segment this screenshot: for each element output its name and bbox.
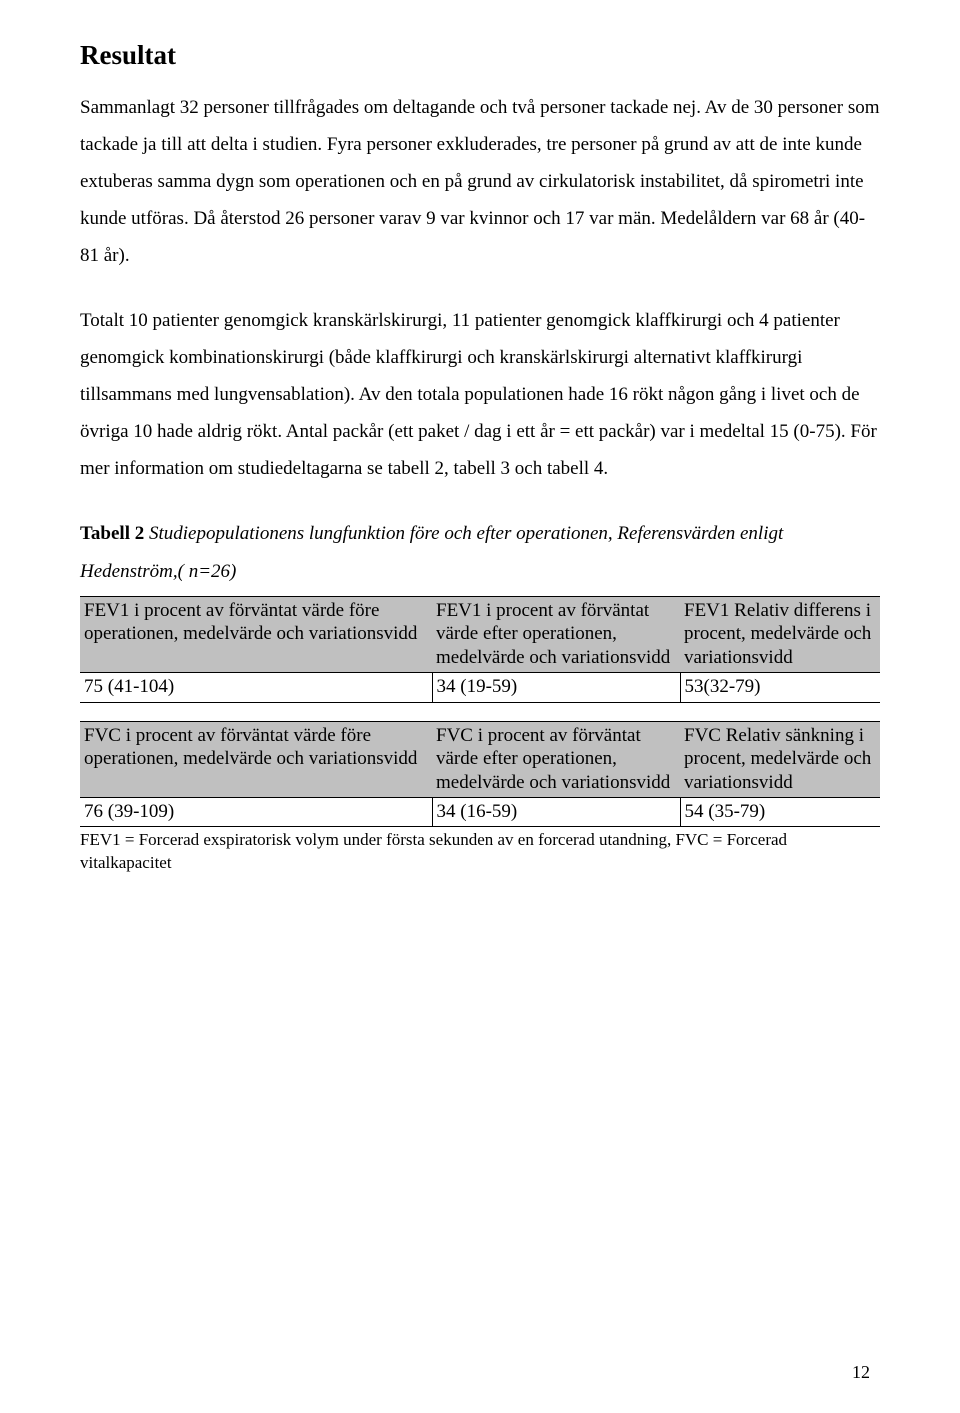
page: Resultat Sammanlagt 32 personer tillfråg… xyxy=(0,0,960,1413)
header-cell-fev1-before: FEV1 i procent av förväntat värde före o… xyxy=(80,596,432,672)
value-cell-fev1-after: 34 (19-59) xyxy=(432,672,680,702)
table-row: 76 (39-109) 34 (16-59) 54 (35-79) xyxy=(80,797,880,827)
value-cell-fvc-after: 34 (16-59) xyxy=(432,797,680,827)
table-caption-text: Studiepopulationens lungfunktion före oc… xyxy=(80,523,783,581)
value-cell-fev1-before: 75 (41-104) xyxy=(80,672,432,702)
table-spacer xyxy=(80,702,880,721)
header-cell-fev1-after: FEV1 i procent av förväntat värde efter … xyxy=(432,596,680,672)
value-cell-fvc-diff: 54 (35-79) xyxy=(680,797,880,827)
lung-function-table: FEV1 i procent av förväntat värde före o… xyxy=(80,596,880,828)
header-cell-fvc-diff: FVC Relativ sänkning i procent, medelvär… xyxy=(680,721,880,797)
header-cell-fvc-before: FVC i procent av förväntat värde före op… xyxy=(80,721,432,797)
header-cell-fev1-diff: FEV1 Relativ differens i procent, medelv… xyxy=(680,596,880,672)
paragraph-2: Totalt 10 patienter genomgick kranskärls… xyxy=(80,302,880,487)
table-footnote: FEV1 = Forcerad exspiratorisk volym unde… xyxy=(80,829,880,873)
table-header-row-fvc: FVC i procent av förväntat värde före op… xyxy=(80,721,880,797)
table-row: 75 (41-104) 34 (19-59) 53(32-79) xyxy=(80,672,880,702)
table-header-row-fev1: FEV1 i procent av förväntat värde före o… xyxy=(80,596,880,672)
value-cell-fvc-before: 76 (39-109) xyxy=(80,797,432,827)
page-number: 12 xyxy=(852,1362,870,1383)
table-caption-label: Tabell 2 xyxy=(80,523,144,544)
section-heading: Resultat xyxy=(80,40,880,71)
value-cell-fev1-diff: 53(32-79) xyxy=(680,672,880,702)
header-cell-fvc-after: FVC i procent av förväntat värde efter o… xyxy=(432,721,680,797)
table-caption: Tabell 2 Studiepopulationens lungfunktio… xyxy=(80,515,880,589)
paragraph-1: Sammanlagt 32 personer tillfrågades om d… xyxy=(80,89,880,274)
